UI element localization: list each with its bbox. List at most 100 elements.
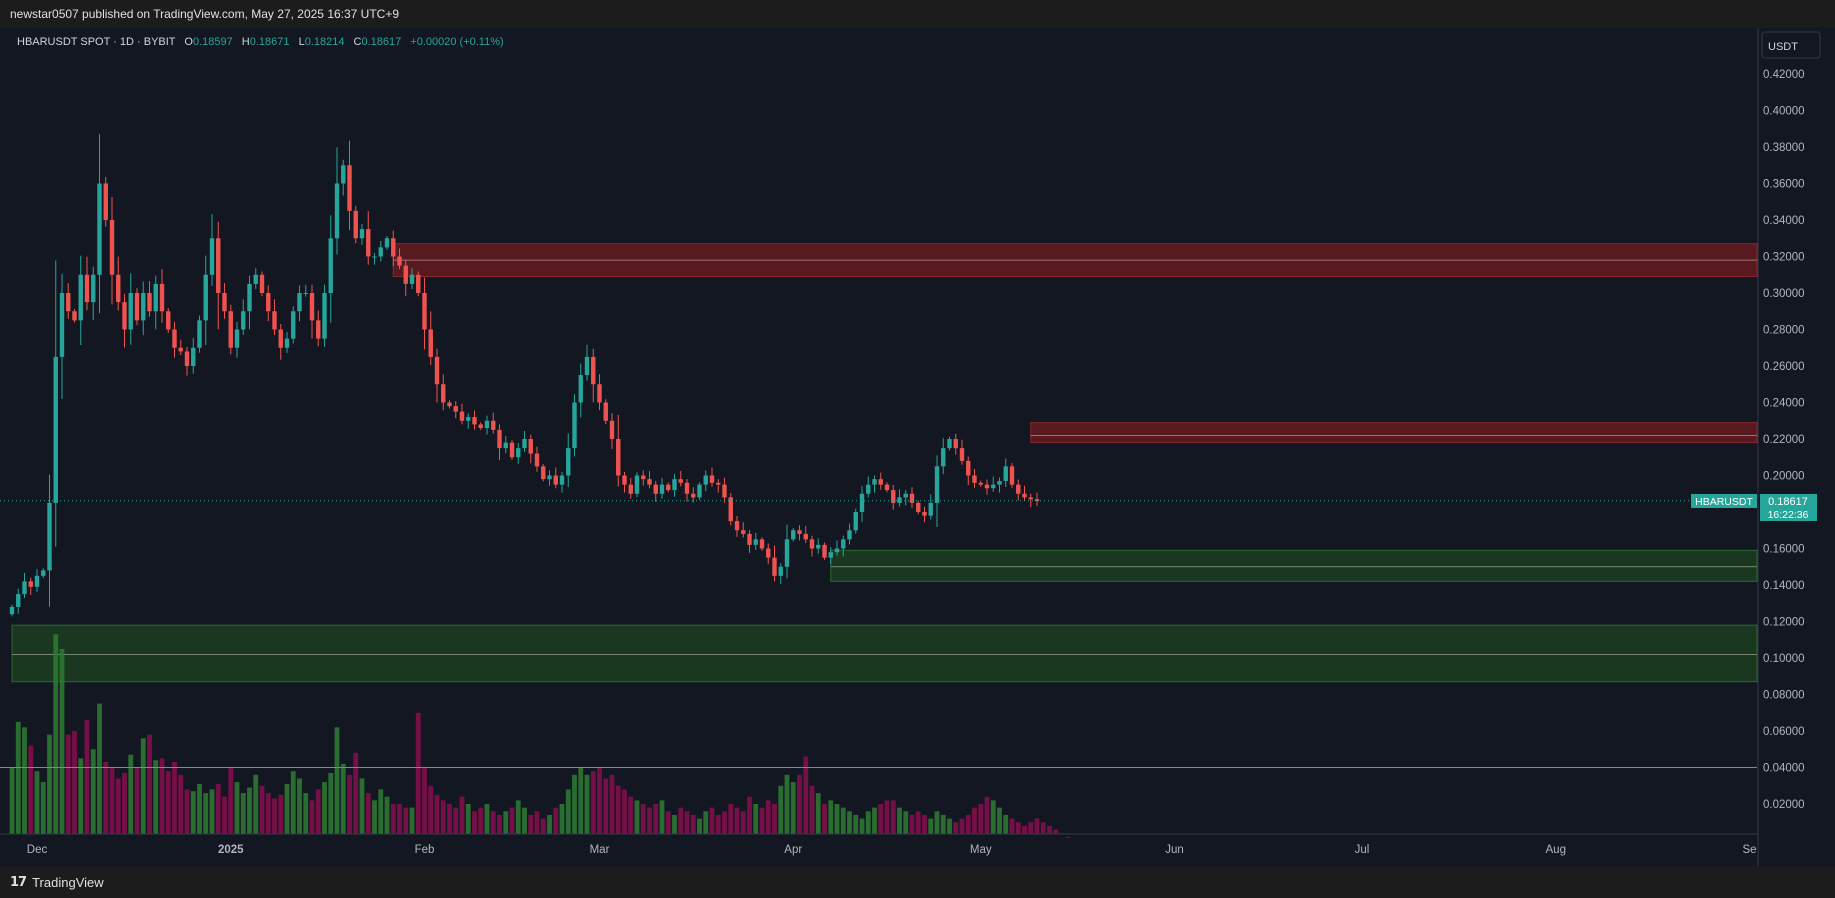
volume-bar — [778, 785, 784, 834]
volume-bar — [490, 811, 496, 834]
volume-bar — [178, 774, 184, 834]
candle-body — [453, 406, 458, 412]
volume-bar — [647, 807, 652, 834]
candle-body — [484, 420, 490, 429]
candle-body — [622, 475, 627, 485]
volume-bar — [1028, 822, 1034, 834]
volume-bar — [134, 767, 140, 834]
x-tick-label: Jul — [1355, 844, 1370, 856]
tradingview-logo[interactable]: 𝟭𝟳 TradingView — [10, 875, 104, 890]
volume-bar — [384, 796, 390, 834]
volume-bar — [209, 789, 215, 834]
price-axis[interactable] — [1758, 28, 1835, 866]
candle-body — [597, 384, 602, 403]
volume-bar — [628, 796, 634, 834]
volume-bar — [609, 774, 615, 834]
candle-body — [322, 293, 327, 339]
candle-body — [572, 402, 577, 449]
candle-body — [841, 539, 846, 549]
candle-body — [1022, 493, 1027, 498]
volume-bar — [409, 807, 415, 834]
ohlc-legend: HBARUSDT SPOT · 1D · BYBIT O0.18597 H0.1… — [17, 36, 504, 48]
candle-body — [691, 493, 696, 498]
volume-bar — [165, 771, 171, 834]
demand-zone-2 — [830, 549, 1758, 582]
candle-body — [59, 293, 65, 357]
volume-bar — [297, 778, 302, 834]
volume-bar — [553, 807, 559, 834]
volume-bar — [997, 807, 1002, 834]
volume-bar — [128, 754, 134, 834]
candle-body — [559, 475, 565, 485]
volume-bar — [784, 774, 790, 834]
volume-bar — [159, 758, 165, 834]
candle-body — [672, 479, 677, 491]
volume-bar — [659, 800, 665, 834]
candle-body — [922, 512, 927, 516]
candle-body — [372, 256, 377, 258]
y-tick-label: 0.30000 — [1763, 288, 1805, 300]
volume-bar — [72, 731, 77, 834]
candle-body — [822, 544, 827, 558]
price-chart[interactable]: 0.42000 0.40000 0.38000 0.36000 0.34000 0.320… — [0, 28, 1835, 866]
candle-body — [497, 429, 502, 449]
candle-body — [241, 311, 246, 330]
volume-bar — [9, 767, 15, 834]
volume-bar — [803, 756, 809, 834]
volume-bar — [203, 793, 209, 834]
candle-body — [741, 530, 746, 534]
volume-bar — [747, 796, 752, 834]
y-tick-label: 0.16000 — [1763, 544, 1805, 556]
candle-body — [109, 220, 115, 275]
candle-body — [847, 530, 852, 540]
candle-body — [747, 533, 752, 545]
candle-body — [859, 493, 865, 512]
volume-bar — [572, 774, 577, 834]
volume-bar — [434, 794, 440, 834]
volume-bar — [1040, 822, 1046, 834]
volume-bar — [1015, 822, 1021, 834]
volume-bar — [415, 712, 421, 834]
candle-body — [522, 439, 527, 449]
volume-bar — [640, 804, 646, 834]
candle-body — [866, 484, 871, 494]
candle-body — [553, 475, 558, 485]
volume-bar — [897, 807, 902, 834]
candle-body — [466, 417, 471, 421]
candle-body — [309, 293, 315, 321]
y-tick-label: 0.32000 — [1763, 252, 1805, 264]
volume-bar — [859, 818, 865, 834]
currency-button[interactable] — [1761, 31, 1821, 59]
candle-body — [116, 274, 121, 303]
candle-body — [9, 606, 15, 615]
volume-bar — [1053, 829, 1059, 834]
volume-bar — [503, 811, 509, 834]
y-tick-label: 0.22000 — [1763, 434, 1805, 446]
volume-bar — [715, 814, 721, 834]
candle-body — [1028, 497, 1033, 500]
y-tick-label: 0.42000 — [1763, 69, 1805, 81]
volume-bar — [653, 804, 659, 834]
volume-bar — [865, 811, 871, 834]
candle-body — [134, 293, 140, 321]
volume-bar — [372, 800, 377, 834]
candle-body — [91, 274, 96, 303]
candle-body — [141, 293, 146, 321]
legend-symbol: HBARUSDT SPOT · 1D · BYBIT — [17, 36, 176, 48]
x-tick-labels: Dec 2025 Feb Mar Apr May Jun Jul Aug Se — [27, 844, 1757, 856]
volume-bar — [797, 774, 802, 834]
volume-bar — [634, 800, 640, 834]
candle-body — [53, 356, 58, 503]
candle-body — [78, 274, 83, 321]
candle-body — [603, 402, 608, 421]
candle-body — [103, 183, 108, 220]
candle-body — [203, 274, 208, 321]
volume-bar — [978, 804, 984, 834]
y-tick-label: 0.10000 — [1763, 653, 1805, 665]
volume-bar — [909, 814, 915, 834]
candle-body — [941, 448, 946, 467]
volume-bar — [684, 811, 690, 834]
volume-bar — [478, 807, 484, 834]
volume-bar — [890, 800, 896, 834]
volume-bar — [884, 800, 890, 834]
